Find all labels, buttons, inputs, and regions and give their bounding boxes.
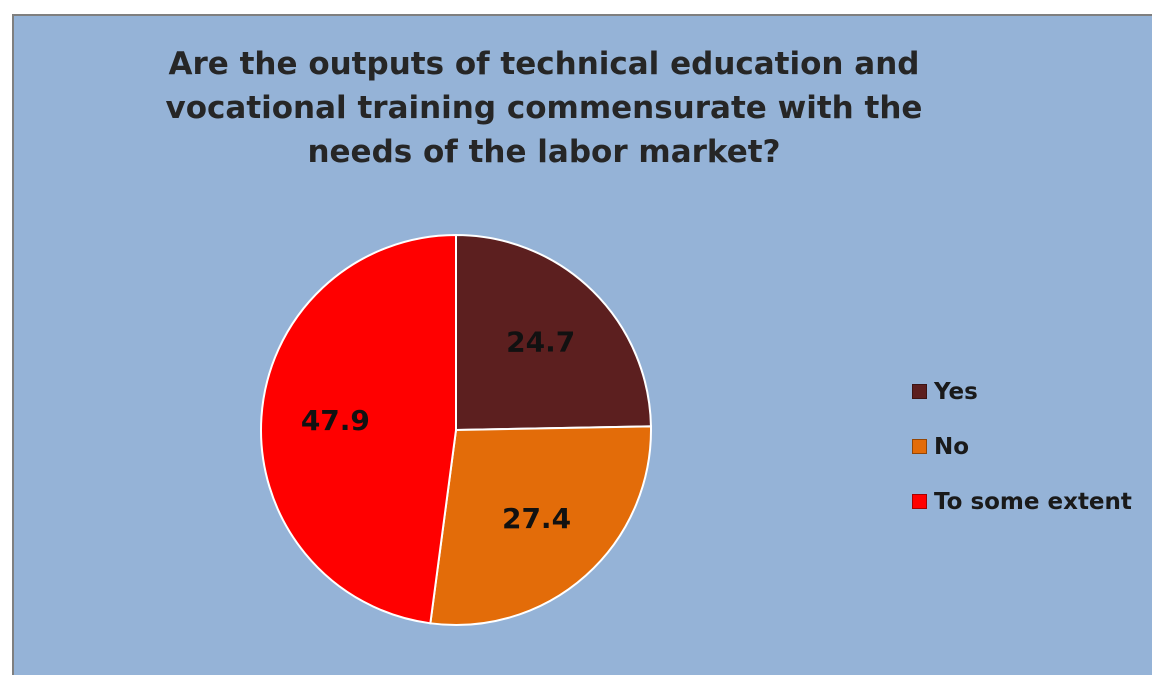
pie-label-to-some-extent: 47.9 bbox=[301, 404, 370, 437]
pie-slice-to-some-extent bbox=[260, 233, 457, 625]
legend-item-yes: Yes bbox=[912, 364, 1132, 419]
legend-swatch-no bbox=[912, 439, 927, 454]
chart-area: Are the outputs of technical education a… bbox=[12, 14, 1152, 675]
pie-label-yes: 24.7 bbox=[506, 326, 575, 359]
legend: Yes No To some extent bbox=[912, 364, 1132, 529]
legend-label-to-some-extent: To some extent bbox=[934, 488, 1132, 515]
legend-label-no: No bbox=[934, 433, 970, 460]
legend-item-no: No bbox=[912, 419, 1132, 474]
legend-item-to-some-extent: To some extent bbox=[912, 474, 1132, 529]
legend-swatch-yes bbox=[912, 384, 927, 399]
pie-slice-yes bbox=[455, 233, 652, 432]
legend-label-yes: Yes bbox=[934, 378, 978, 405]
chart-title: Are the outputs of technical education a… bbox=[165, 46, 923, 170]
legend-swatch-to-some-extent bbox=[912, 494, 927, 509]
pie-label-no: 27.4 bbox=[502, 502, 571, 535]
pie-slice-no bbox=[429, 425, 652, 626]
pie-chart: 24.7 27.4 47.9 bbox=[260, 233, 652, 626]
